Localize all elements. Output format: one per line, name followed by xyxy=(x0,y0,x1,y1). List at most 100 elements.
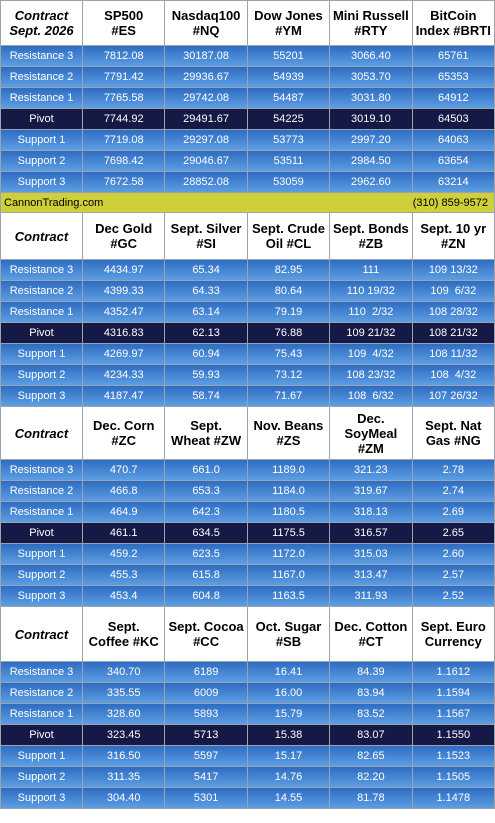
row-label: Resistance 2 xyxy=(1,683,82,703)
level-cell: 111 xyxy=(330,260,412,280)
header-cell: BitCoin Index #BRTI xyxy=(412,1,494,45)
level-cell: 4187.47 xyxy=(83,386,165,406)
row-label: Support 1 xyxy=(1,130,82,150)
level-cell: 108 28/32 xyxy=(412,302,494,322)
data-row: Support 2 4234.33 59.93 73.12 108 23/32 108 4… xyxy=(1,365,494,385)
level-cell: 15.38 xyxy=(247,725,330,745)
level-cell: 63.14 xyxy=(165,302,247,322)
level-cell: 58.74 xyxy=(165,386,247,406)
level-cell: 65.34 xyxy=(165,260,247,280)
level-cell: 54939 xyxy=(247,67,330,87)
header-cell: Sept. Coffee #KC xyxy=(83,607,165,661)
row-label: Support 1 xyxy=(1,746,82,766)
row-label: Support 1 xyxy=(1,544,82,564)
level-cell: 29936.67 xyxy=(165,67,247,87)
level-cell: 604.8 xyxy=(165,586,247,606)
level-cell: 82.20 xyxy=(330,767,412,787)
level-cell: 110 19/32 xyxy=(330,281,412,301)
level-cell: 53773 xyxy=(247,130,330,150)
data-row: Resistance 1 4352.47 63.14 79.19 110 2/32 108… xyxy=(1,302,494,322)
level-cell: 1180.5 xyxy=(247,502,330,522)
level-cell: 109 6/32 xyxy=(412,281,494,301)
level-cell: 7672.58 xyxy=(83,172,165,192)
level-cell: 3053.70 xyxy=(330,67,412,87)
row-label: Support 2 xyxy=(1,365,82,385)
level-cell: 29491.67 xyxy=(165,109,247,129)
level-cell: 108 11/32 xyxy=(412,344,494,364)
data-row: Pivot 4316.83 62.13 76.88 109 21/32 108 21/32 xyxy=(1,323,494,343)
level-cell: 1.1612 xyxy=(412,662,494,682)
data-row: Support 2 7698.42 29046.67 53511 2984.50 6365… xyxy=(1,151,494,171)
level-cell: 2962.60 xyxy=(330,172,412,192)
row-label: Support 2 xyxy=(1,565,82,585)
level-cell: 108 6/32 xyxy=(330,386,412,406)
level-cell: 464.9 xyxy=(83,502,165,522)
row-label: Pivot xyxy=(1,109,82,129)
data-row: Support 1 7719.08 29297.08 53773 2997.20 6406… xyxy=(1,130,494,150)
level-cell: 7791.42 xyxy=(83,67,165,87)
header-row: Contract Sept. 2026 SP500 #ES Nasdaq100 #N… xyxy=(1,1,494,45)
level-cell: 1167.0 xyxy=(247,565,330,585)
level-cell: 1.1594 xyxy=(412,683,494,703)
level-cell: 3031.80 xyxy=(330,88,412,108)
level-cell: 455.3 xyxy=(83,565,165,585)
header-cell: Dec. Cotton #CT xyxy=(330,607,412,661)
level-cell: 7719.08 xyxy=(83,130,165,150)
level-cell: 653.3 xyxy=(165,481,247,501)
level-cell: 1.1550 xyxy=(412,725,494,745)
level-cell: 64503 xyxy=(412,109,494,129)
level-cell: 64912 xyxy=(412,88,494,108)
data-row: Resistance 2 466.8 653.3 1184.0 319.67 2.74 xyxy=(1,481,494,501)
data-row: Resistance 2 335.55 6009 16.00 83.94 1.1594 xyxy=(1,683,494,703)
header-cell: Dow Jones #YM xyxy=(247,1,330,45)
level-cell: 316.50 xyxy=(83,746,165,766)
level-cell: 4399.33 xyxy=(83,281,165,301)
level-cell: 53511 xyxy=(247,151,330,171)
level-cell: 7765.58 xyxy=(83,88,165,108)
level-cell: 313.47 xyxy=(330,565,412,585)
level-cell: 29742.08 xyxy=(165,88,247,108)
header-cell: Contract xyxy=(1,607,82,661)
level-cell: 53059 xyxy=(247,172,330,192)
level-cell: 71.67 xyxy=(247,386,330,406)
banner-row: CannonTrading.com (310) 859-9572 xyxy=(1,193,494,212)
data-row: Support 3 7672.58 28852.08 53059 2962.60 6321… xyxy=(1,172,494,192)
level-cell: 15.17 xyxy=(247,746,330,766)
level-cell: 459.2 xyxy=(83,544,165,564)
level-cell: 60.94 xyxy=(165,344,247,364)
level-cell: 2.60 xyxy=(412,544,494,564)
header-cell: Contract xyxy=(1,407,82,459)
level-cell: 4234.33 xyxy=(83,365,165,385)
header-cell: Sept. Silver #SI xyxy=(165,213,247,259)
level-cell: 453.4 xyxy=(83,586,165,606)
level-cell: 80.64 xyxy=(247,281,330,301)
level-cell: 7812.08 xyxy=(83,46,165,66)
data-row: Pivot 323.45 5713 15.38 83.07 1.1550 xyxy=(1,725,494,745)
row-label: Support 3 xyxy=(1,386,82,406)
row-label: Pivot xyxy=(1,323,82,343)
level-cell: 615.8 xyxy=(165,565,247,585)
level-cell: 315.03 xyxy=(330,544,412,564)
level-cell: 2.69 xyxy=(412,502,494,522)
data-row: Support 3 453.4 604.8 1163.5 311.93 2.52 xyxy=(1,586,494,606)
level-cell: 55201 xyxy=(247,46,330,66)
level-cell: 4434.97 xyxy=(83,260,165,280)
level-cell: 5301 xyxy=(165,788,247,808)
header-cell: Nov. Beans #ZS xyxy=(247,407,330,459)
row-label: Resistance 3 xyxy=(1,662,82,682)
header-row: Contract Sept. Coffee #KC Sept. Cocoa #CC O… xyxy=(1,607,494,661)
row-label: Resistance 1 xyxy=(1,502,82,522)
level-cell: 73.12 xyxy=(247,365,330,385)
header-cell: Mini Russell #RTY xyxy=(330,1,412,45)
header-cell: Dec. Corn #ZC xyxy=(83,407,165,459)
level-cell: 109 13/32 xyxy=(412,260,494,280)
level-cell: 108 23/32 xyxy=(330,365,412,385)
level-cell: 65353 xyxy=(412,67,494,87)
data-row: Resistance 3 470.7 661.0 1189.0 321.23 2.78 xyxy=(1,460,494,480)
level-cell: 1189.0 xyxy=(247,460,330,480)
header-cell: Nasdaq100 #NQ xyxy=(165,1,247,45)
level-cell: 5713 xyxy=(165,725,247,745)
level-cell: 109 21/32 xyxy=(330,323,412,343)
level-cell: 76.88 xyxy=(247,323,330,343)
